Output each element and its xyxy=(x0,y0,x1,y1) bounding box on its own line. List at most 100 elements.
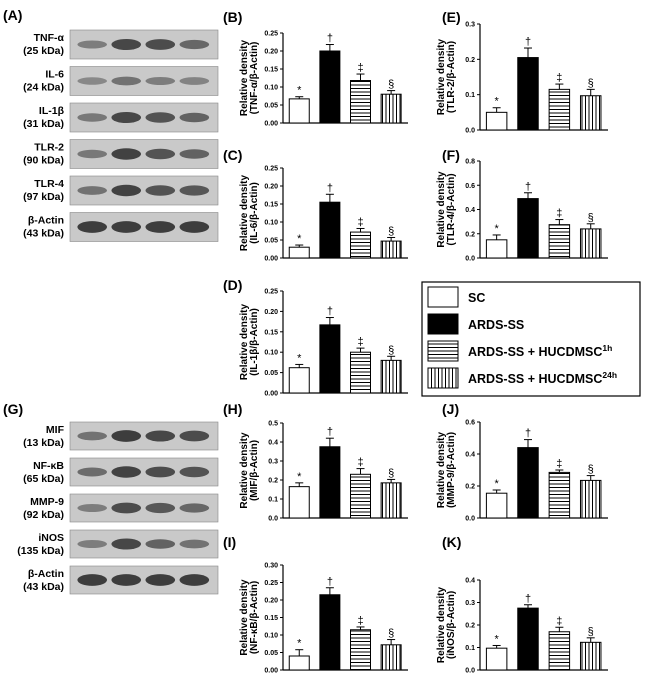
y-axis-label: Relative density xyxy=(239,39,250,116)
chart-panel: (F) 0.0 0.2 0.4 0.6 0.8 Relative density (TLR-4… xyxy=(436,147,608,263)
y-axis-label: Relative density xyxy=(436,171,447,248)
bar xyxy=(548,471,571,519)
bar xyxy=(548,224,571,259)
bar xyxy=(380,644,402,671)
significance-mark: * xyxy=(297,352,302,364)
y-axis-label: Relative density xyxy=(436,38,447,115)
bar xyxy=(579,479,602,519)
y-tick-label: 0.10 xyxy=(264,220,278,227)
blot-band xyxy=(77,186,107,195)
blot-band xyxy=(77,503,107,513)
y-tick-label: 0.4 xyxy=(465,452,475,459)
figure-layer: (B) 0.00 0.05 0.10 0.15 0.20 0.25 Relative dens… xyxy=(3,7,641,675)
bar xyxy=(517,57,539,131)
blot-kda-label: (31 kDa) xyxy=(23,118,64,130)
y-tick-label: 0.0 xyxy=(465,668,475,675)
blot-band xyxy=(179,185,210,196)
blot-kda-label: (43 kDa) xyxy=(23,581,64,593)
blot-band xyxy=(77,40,107,49)
y-axis-label: (MIF/β-Actin) xyxy=(249,440,260,501)
significance-mark: * xyxy=(297,85,302,97)
significance-mark: § xyxy=(388,79,394,91)
blot-band xyxy=(145,430,176,442)
y-axis-label: Relative density xyxy=(239,303,250,380)
panel-label: (H) xyxy=(223,401,242,417)
significance-mark: * xyxy=(297,471,302,483)
significance-mark: ‡ xyxy=(556,615,562,627)
significance-mark: ‡ xyxy=(357,216,363,228)
blot-kda-label: (13 kDa) xyxy=(23,437,64,449)
chart-panel: (E) 0.0 0.1 0.2 0.3 Relative density (TLR-2/β-… xyxy=(436,9,608,135)
blot-band xyxy=(179,539,210,549)
y-axis-label: Relative density xyxy=(239,174,250,251)
blot-band xyxy=(179,503,210,513)
bar xyxy=(319,50,341,124)
y-tick-label: 0.4 xyxy=(465,207,475,214)
y-axis-label: (NF-κB/β-Actin) xyxy=(249,581,260,654)
y-tick-label: 0.2 xyxy=(465,623,475,630)
blot-band xyxy=(179,149,210,159)
y-tick-label: 0.1 xyxy=(465,645,475,652)
blot-band xyxy=(179,39,210,50)
y-tick-label: 0.5 xyxy=(268,421,278,428)
blot-protein-label: MIF xyxy=(46,424,65,436)
y-tick-label: 0.20 xyxy=(264,49,278,56)
blot-band xyxy=(111,184,142,197)
chart-panel: (C) 0.00 0.05 0.10 0.15 0.20 0.25 Relative dens… xyxy=(223,147,408,263)
y-tick-label: 0.2 xyxy=(268,478,278,485)
y-axis-label: (MMP-9/β-Actin) xyxy=(446,432,457,508)
y-axis-label: (TLR-4/β-Actin) xyxy=(446,173,457,245)
blot-band xyxy=(111,430,142,442)
blot-kda-label: (24 kDa) xyxy=(23,82,64,94)
blot-band xyxy=(77,221,107,233)
y-tick-label: 0.0 xyxy=(268,516,278,523)
blot-band xyxy=(77,467,107,477)
blot-protein-label: TLR-4 xyxy=(34,178,64,190)
bar xyxy=(350,80,371,124)
blot-protein-label: TLR-2 xyxy=(34,142,64,154)
blot-band xyxy=(77,539,107,549)
legend-swatch xyxy=(427,340,459,362)
significance-mark: § xyxy=(388,467,394,479)
bar xyxy=(380,93,402,124)
y-tick-label: 0.15 xyxy=(264,615,278,622)
legend-swatch xyxy=(427,367,459,389)
y-axis-label: (IL-1β/β-Actin) xyxy=(249,308,260,376)
y-tick-label: 0.05 xyxy=(264,650,278,657)
blot-band xyxy=(179,77,210,85)
bar xyxy=(485,492,508,519)
y-tick-label: 0.4 xyxy=(465,578,475,585)
blot-kda-label: (135 kDa) xyxy=(17,545,64,557)
y-tick-label: 0.00 xyxy=(264,121,278,128)
significance-mark: ‡ xyxy=(357,62,363,74)
blot-band xyxy=(145,76,176,86)
blot-protein-label: MMP-9 xyxy=(30,496,64,508)
significance-mark: ‡ xyxy=(357,457,363,469)
y-tick-label: 0.0 xyxy=(465,516,475,523)
bar xyxy=(350,351,371,394)
bar xyxy=(517,198,539,259)
y-tick-label: 0.05 xyxy=(264,238,278,245)
bar xyxy=(548,88,571,131)
y-tick-label: 0.25 xyxy=(264,580,278,587)
chart-panel: (B) 0.00 0.05 0.10 0.15 0.20 0.25 Relative dens… xyxy=(223,9,408,128)
panel-label: (K) xyxy=(442,534,461,550)
bar xyxy=(485,111,508,131)
y-axis-label: Relative density xyxy=(239,579,250,656)
significance-mark: † xyxy=(327,576,333,588)
significance-mark: † xyxy=(327,426,333,438)
y-tick-label: 0.1 xyxy=(268,497,278,504)
significance-mark: § xyxy=(588,77,594,89)
blot-protein-label: β-Actin xyxy=(28,215,64,227)
significance-mark: * xyxy=(494,478,499,490)
y-tick-label: 0.8 xyxy=(465,159,475,166)
bar xyxy=(517,607,539,671)
significance-mark: § xyxy=(588,626,594,638)
bar xyxy=(380,359,402,394)
significance-mark: § xyxy=(588,212,594,224)
blot-band xyxy=(111,538,142,550)
y-tick-label: 0.15 xyxy=(264,329,278,336)
legend-label-sup: 1h xyxy=(602,343,612,353)
y-tick-label: 0.00 xyxy=(264,256,278,263)
y-tick-label: 0.25 xyxy=(264,166,278,173)
